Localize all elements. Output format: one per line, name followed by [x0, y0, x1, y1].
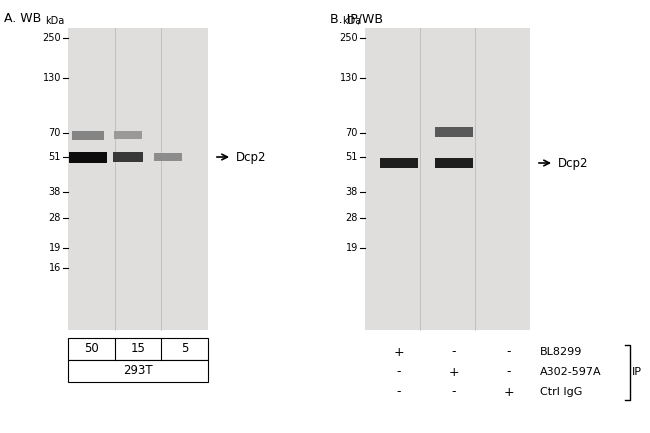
Bar — [68, 360, 208, 382]
Text: 130: 130 — [43, 73, 61, 83]
Text: 19: 19 — [49, 243, 61, 253]
Text: 70: 70 — [49, 128, 61, 138]
Text: +: + — [504, 385, 514, 398]
Text: 250: 250 — [42, 33, 61, 43]
Bar — [365, 28, 530, 330]
Text: -: - — [452, 385, 456, 398]
Text: kDa: kDa — [342, 16, 361, 26]
Bar — [72, 130, 104, 139]
Text: 38: 38 — [346, 187, 358, 197]
Text: 28: 28 — [346, 213, 358, 223]
Text: 5: 5 — [181, 343, 188, 355]
Text: kDa: kDa — [45, 16, 64, 26]
Text: -: - — [452, 346, 456, 359]
Text: B. IP/WB: B. IP/WB — [330, 12, 383, 25]
Bar — [68, 338, 208, 360]
Text: 250: 250 — [339, 33, 358, 43]
Text: 38: 38 — [49, 187, 61, 197]
Text: BL8299: BL8299 — [540, 347, 582, 357]
Bar — [435, 127, 473, 137]
Text: 51: 51 — [346, 152, 358, 162]
Text: 293T: 293T — [124, 365, 153, 378]
Bar — [69, 152, 107, 162]
Text: -: - — [507, 365, 512, 378]
Text: +: + — [394, 346, 404, 359]
Text: -: - — [396, 365, 401, 378]
Text: 19: 19 — [346, 243, 358, 253]
Bar — [435, 158, 473, 168]
Text: 28: 28 — [49, 213, 61, 223]
Text: A302-597A: A302-597A — [540, 367, 602, 377]
Text: 50: 50 — [84, 343, 99, 355]
Text: Ctrl IgG: Ctrl IgG — [540, 387, 582, 397]
Text: 15: 15 — [131, 343, 146, 355]
Text: IP: IP — [632, 367, 642, 377]
Text: Dcp2: Dcp2 — [236, 151, 266, 164]
Bar — [113, 152, 143, 162]
Text: 130: 130 — [339, 73, 358, 83]
Bar — [154, 153, 182, 161]
Text: +: + — [448, 365, 460, 378]
Bar — [114, 131, 142, 139]
Text: -: - — [396, 385, 401, 398]
Bar — [68, 28, 208, 330]
Text: -: - — [507, 346, 512, 359]
Text: Dcp2: Dcp2 — [558, 156, 588, 169]
Text: 70: 70 — [346, 128, 358, 138]
Bar — [380, 158, 418, 168]
Text: A. WB: A. WB — [4, 12, 41, 25]
Text: 51: 51 — [49, 152, 61, 162]
Text: 16: 16 — [49, 263, 61, 273]
